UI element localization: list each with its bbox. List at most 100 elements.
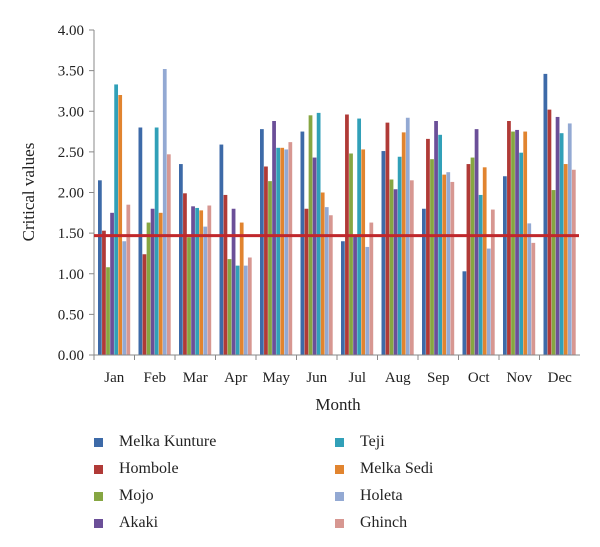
bar bbox=[162, 69, 167, 355]
bar bbox=[328, 215, 333, 355]
bar bbox=[450, 181, 455, 355]
y-tick-label: 1.00 bbox=[58, 267, 84, 283]
bar bbox=[158, 212, 163, 355]
bar bbox=[567, 123, 572, 355]
bar bbox=[98, 180, 102, 355]
bar bbox=[397, 156, 402, 355]
bar bbox=[503, 176, 507, 355]
bar bbox=[571, 169, 576, 355]
bar bbox=[304, 208, 309, 355]
bars bbox=[98, 69, 576, 356]
bar bbox=[183, 193, 187, 355]
bar bbox=[486, 248, 491, 355]
y-axis-title: Critical values bbox=[19, 143, 38, 242]
bar bbox=[114, 84, 119, 355]
bar bbox=[482, 167, 487, 355]
bar bbox=[247, 257, 252, 355]
bar bbox=[316, 112, 321, 356]
bar bbox=[312, 157, 317, 355]
bar bbox=[199, 210, 204, 356]
bar bbox=[235, 265, 240, 356]
bar bbox=[353, 234, 357, 355]
bar bbox=[102, 230, 106, 355]
bar bbox=[393, 189, 398, 355]
bar bbox=[422, 208, 426, 355]
x-tick-label: Oct bbox=[468, 370, 490, 386]
y-tick-label: 2.50 bbox=[58, 145, 84, 161]
bar bbox=[462, 271, 467, 355]
bar bbox=[154, 127, 159, 355]
bar bbox=[166, 154, 171, 355]
bar bbox=[179, 164, 183, 355]
bar bbox=[118, 95, 123, 355]
bar bbox=[260, 129, 264, 355]
y-tick-label: 1.50 bbox=[58, 226, 84, 242]
bar bbox=[138, 127, 143, 355]
x-axis-title: Month bbox=[315, 395, 361, 414]
y-tick-label: 0.00 bbox=[58, 348, 84, 364]
axes: 0.00 0.50 1.00 1.50 2.00 2.50 3.00 3.50 4.00 Jan F… bbox=[58, 23, 580, 386]
bar bbox=[122, 241, 127, 355]
bar bbox=[438, 134, 443, 355]
bar bbox=[365, 246, 370, 355]
bar bbox=[272, 121, 276, 355]
bar bbox=[126, 204, 131, 355]
x-tick-label: Jul bbox=[348, 370, 366, 386]
bar bbox=[369, 222, 374, 355]
x-tick-label: Dec bbox=[548, 370, 572, 386]
bar bbox=[511, 131, 515, 355]
bar bbox=[110, 212, 114, 355]
bar bbox=[239, 222, 244, 355]
bar bbox=[523, 131, 528, 355]
y-tick-label: 2.00 bbox=[58, 186, 84, 202]
x-tick-label: Mar bbox=[183, 370, 208, 386]
bar bbox=[531, 242, 536, 356]
bar bbox=[268, 181, 272, 356]
bar bbox=[142, 254, 147, 355]
bar bbox=[426, 138, 430, 356]
bar bbox=[227, 259, 232, 356]
bar bbox=[409, 180, 414, 355]
bar bbox=[543, 73, 548, 356]
bar bbox=[276, 147, 281, 355]
x-tick-label: Nov bbox=[506, 370, 532, 386]
x-tick-label: Jun bbox=[306, 370, 327, 386]
bar bbox=[207, 205, 212, 355]
bar bbox=[223, 194, 228, 355]
bar bbox=[474, 129, 479, 355]
bar bbox=[349, 153, 353, 355]
bar bbox=[191, 206, 195, 355]
bar bbox=[219, 144, 224, 355]
bar bbox=[446, 172, 451, 355]
bar bbox=[361, 149, 366, 355]
bar bbox=[442, 174, 447, 355]
bar bbox=[430, 159, 434, 355]
bar bbox=[264, 166, 268, 355]
bar bbox=[150, 208, 155, 355]
bar bbox=[280, 147, 285, 355]
bar bbox=[300, 131, 305, 355]
x-tick-label: Jan bbox=[104, 370, 124, 386]
bar bbox=[284, 149, 289, 355]
bar bbox=[547, 109, 552, 356]
bar bbox=[515, 129, 519, 355]
x-tick-label: Aug bbox=[385, 370, 411, 386]
bar bbox=[288, 142, 293, 356]
bar bbox=[106, 267, 110, 355]
bar bbox=[434, 121, 438, 355]
bar bbox=[507, 121, 511, 355]
bar bbox=[187, 237, 191, 355]
bar bbox=[195, 207, 200, 355]
bar bbox=[470, 157, 475, 355]
bar bbox=[490, 209, 495, 355]
bar bbox=[519, 152, 524, 355]
bar bbox=[381, 151, 386, 355]
bar bbox=[231, 208, 236, 355]
x-tick-label: Apr bbox=[224, 370, 247, 386]
bar bbox=[551, 190, 556, 355]
bar bbox=[401, 132, 406, 355]
bar bbox=[243, 265, 248, 356]
y-tick-label: 3.50 bbox=[58, 64, 84, 80]
bar bbox=[320, 192, 325, 355]
